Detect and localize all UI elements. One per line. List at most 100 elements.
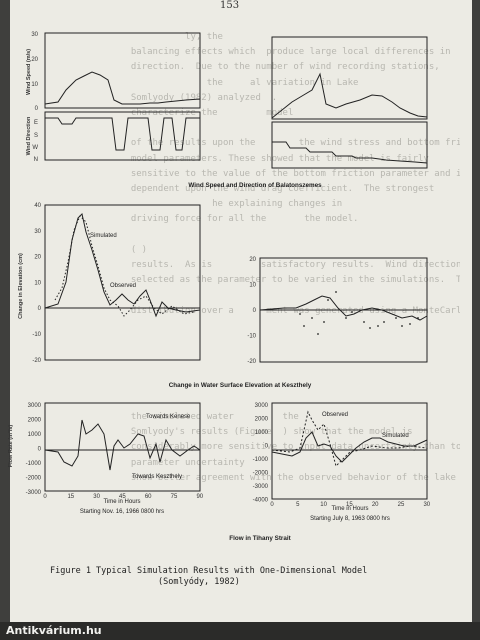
fig1-caption: Wind Speed and Direction of Balatonszeme…	[188, 182, 322, 189]
flow-left-ytick: 1000	[28, 432, 42, 438]
footer-watermark-bar: Antikvárium.hu	[0, 622, 480, 640]
observed-point	[383, 321, 385, 323]
elev-left-tick: 0	[38, 306, 42, 312]
observed-point	[299, 313, 301, 315]
flow-left-panel: Flow Rate (m³/s) Towards Kenese Towards …	[7, 402, 201, 515]
observed-point	[323, 321, 325, 323]
elev-left-tick: -20	[32, 358, 41, 364]
flow-right-ytick: -2000	[253, 471, 269, 477]
elevation-left-panel: Change in Elevation (cm) Simulated Obser…	[18, 204, 201, 361]
observed-point	[377, 325, 379, 327]
flow-right-start: Starting July 8, 1963 0800 hrs	[310, 516, 390, 522]
flow-left-ytick: 2000	[28, 418, 42, 424]
tick-labels: 403020100-10-2020100-10-203000200010000-…	[26, 203, 431, 508]
flow-left-xtick: 90	[196, 494, 203, 500]
dir-tick-e: E	[34, 120, 38, 126]
elev-left-tick: 20	[34, 255, 41, 261]
wind-speed-left-panel: 30 20 10 0 Wind Speed (m/s)	[26, 32, 201, 112]
flow-right-ytick: -3000	[253, 484, 269, 490]
flow-left-xtick: 0	[43, 494, 47, 500]
flow-right-ytick: 0	[265, 444, 269, 450]
elev-right-tick: 10	[249, 283, 256, 289]
towards-keszthely-label: Towards Keszthely	[132, 474, 182, 480]
flow-right-ytick: -4000	[253, 498, 269, 504]
observed-point	[369, 327, 371, 329]
speed-axis-label: Wind Speed (m/s)	[26, 49, 32, 95]
flow-right-ytick: 1000	[255, 430, 269, 436]
dir-tick-n: N	[34, 157, 38, 163]
elevation-right-panel	[259, 257, 428, 363]
figure-caption-line1: Figure 1 Typical Simulation Results with…	[50, 566, 368, 576]
flow-left-xtick: 15	[67, 494, 74, 500]
elev-left-tick: 40	[34, 203, 41, 209]
observed-point	[351, 311, 353, 313]
wind-dir-right-panel	[271, 121, 428, 169]
flow-axis-label: Flow Rate (m³/s)	[7, 425, 14, 468]
flow-right-xtick: 10	[320, 502, 327, 508]
bleed-through-text: ly, the balancing effects which produce …	[130, 32, 460, 483]
observed-point	[409, 323, 411, 325]
observed-point	[327, 299, 329, 301]
elev-left-tick: -10	[32, 332, 41, 338]
flow-right-ytick: 2000	[255, 417, 269, 423]
flow-right-ytick: -1000	[253, 457, 269, 463]
flow-right-xtick: 0	[270, 502, 274, 508]
towards-kenese-label: Towards Kenese	[146, 414, 191, 420]
elev-left-tick: 30	[34, 229, 41, 235]
observed-label: Observed	[110, 283, 136, 289]
observed-point	[417, 317, 419, 319]
flow-left-xtick: 45	[119, 494, 126, 500]
observed-point	[311, 317, 313, 319]
direction-axis-label: Wind Direction	[26, 116, 32, 155]
observed-point	[317, 333, 319, 335]
flow-left-ytick: -2000	[26, 476, 42, 482]
simulated-label: Simulated	[90, 233, 117, 239]
observed-point	[303, 325, 305, 327]
flow-left-xtick: 75	[171, 494, 178, 500]
flow-right-xlabel: Time in Hours	[331, 506, 368, 512]
flow-right-xtick: 15	[346, 502, 353, 508]
observed-point	[401, 325, 403, 327]
footer-watermark: Antikvárium.hu	[6, 624, 102, 637]
flow-right-xtick: 20	[372, 502, 379, 508]
flow-left-ytick: 3000	[28, 403, 42, 409]
speed-tick-30: 30	[31, 32, 38, 38]
figure-caption-line2: (Somlyódy, 1982)	[158, 577, 240, 587]
flow-right-xtick: 25	[398, 502, 405, 508]
fig3-caption: Flow in Tihany Strait	[229, 535, 291, 542]
flow-left-start: Starting Nov. 16, 1966 0800 hrs	[80, 509, 164, 515]
speed-tick-20: 20	[31, 57, 38, 63]
flow-left-ytick: 0	[38, 447, 42, 453]
speed-tick-0: 0	[35, 106, 39, 112]
speed-tick-10: 10	[31, 82, 38, 88]
flow-right-ytick: 3000	[255, 403, 269, 409]
wind-dir-left-panel: E S W N Wind Direction	[26, 111, 201, 163]
flow-right-xtick: 5	[296, 502, 300, 508]
elev-right-tick: -20	[247, 359, 256, 365]
simulated-label-flow: Simulated	[382, 433, 409, 439]
elev-right-tick: 0	[253, 308, 257, 314]
elevation-axis-label: Change in Elevation (cm)	[18, 253, 24, 319]
elev-left-tick: 10	[34, 280, 41, 286]
observed-point	[345, 317, 347, 319]
flow-left-ytick: -3000	[26, 490, 42, 496]
dir-tick-s: S	[34, 133, 38, 139]
observed-label-flow: Observed	[322, 412, 348, 418]
flow-right-panel: Observed Simulated Time in Hours Startin…	[271, 402, 428, 522]
observed-point	[395, 317, 397, 319]
wind-speed-right-panel	[271, 36, 428, 120]
observed-point	[363, 321, 365, 323]
fig2-caption: Change in Water Surface Elevation at Kes…	[168, 382, 312, 389]
page-number: 153	[220, 0, 240, 11]
flow-left-xlabel: Time in Hours	[103, 499, 140, 505]
observed-point	[335, 291, 337, 293]
flow-left-xtick: 30	[93, 494, 100, 500]
flow-left-xtick: 60	[145, 494, 152, 500]
observed-dots	[299, 291, 419, 335]
figure-caption: Figure 1 Typical Simulation Results with…	[50, 566, 367, 588]
flow-left-ytick: -1000	[26, 461, 42, 467]
elev-right-tick: 20	[249, 257, 256, 263]
dir-tick-w: W	[32, 145, 38, 151]
flow-right-xtick: 30	[423, 502, 430, 508]
